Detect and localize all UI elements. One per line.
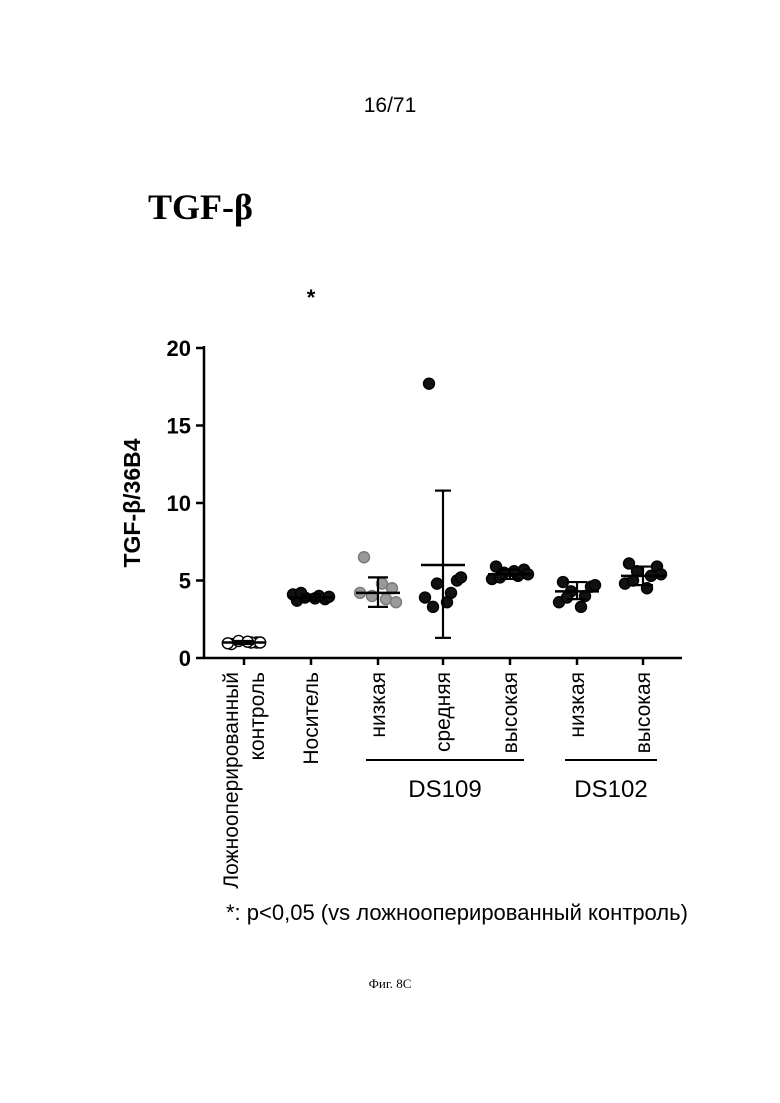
data-point <box>656 569 667 580</box>
data-point <box>420 592 431 603</box>
significance-marker: * <box>307 285 316 310</box>
x-category-label: низкая <box>566 672 589 738</box>
y-axis-title: TGF-β/36B4 <box>119 438 145 567</box>
data-point <box>562 592 573 603</box>
x-category-label: средняя <box>432 672 455 752</box>
x-category-label: низкая <box>367 672 390 738</box>
data-point <box>558 577 569 588</box>
y-tick-label: 15 <box>167 414 191 439</box>
figure-caption: Фиг. 8С <box>0 976 780 992</box>
data-point <box>391 597 402 608</box>
data-point <box>576 601 587 612</box>
data-marks <box>222 378 667 649</box>
data-point <box>590 580 601 591</box>
x-category-label: Ложнооперированный <box>220 672 243 889</box>
data-point <box>424 378 435 389</box>
scatter-plot: 0 5 10 15 20 TGF-β/36B4 * Ложнооперированныйкон… <box>0 0 780 900</box>
data-point <box>456 572 467 583</box>
data-point <box>428 601 439 612</box>
significance-footnote: *: p<0,05 (vs ложнооперированный контрол… <box>226 900 688 926</box>
group-label: DS102 <box>574 776 647 803</box>
data-point <box>359 552 370 563</box>
x-category-label: Носитель <box>300 672 323 765</box>
y-tick-label: 20 <box>167 336 191 361</box>
y-tick-label: 0 <box>179 646 191 671</box>
x-category-label: высокая <box>632 672 655 753</box>
y-tick-label: 5 <box>179 569 191 594</box>
data-point <box>432 578 443 589</box>
x-category-label: контроль <box>246 672 269 760</box>
y-tick-label: 10 <box>167 491 191 516</box>
x-category-label: высокая <box>499 672 522 753</box>
group-label: DS109 <box>408 776 481 803</box>
